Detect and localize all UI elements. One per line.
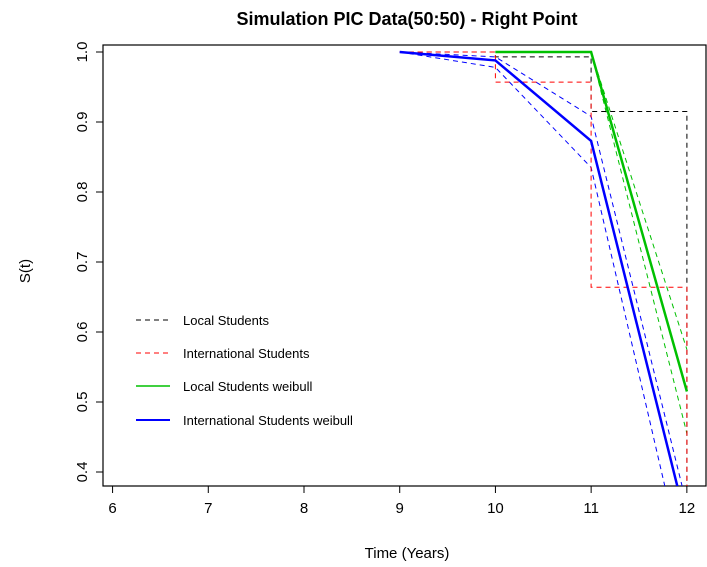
series-weibull-line [399, 50, 679, 486]
y-tick-label: 0.4 [74, 462, 91, 483]
legend-label: International Students weibull [183, 413, 353, 428]
x-tick-label: 8 [300, 500, 308, 517]
legend-label: Local Students [183, 313, 270, 328]
series-step-line [399, 51, 688, 486]
y-tick-label: 0.7 [74, 252, 91, 273]
plot-layer: 6 7 8 9 10 11 12 0.4 0.5 0.6 0.7 0.8 0.9 1.0 [74, 42, 707, 517]
y-tick-label: 0.5 [74, 392, 91, 413]
y-axis-label: S(t) [17, 259, 34, 283]
x-tick-label: 9 [396, 500, 404, 517]
x-axis-label: Time (Years) [365, 545, 450, 562]
plot-frame [102, 44, 707, 487]
x-tick-label: 10 [487, 500, 504, 517]
series-step-line [399, 51, 688, 486]
legend-label: International Students [183, 346, 310, 361]
y-tick-label: 1.0 [74, 42, 91, 63]
y-tick-label: 0.6 [74, 322, 91, 343]
x-tick-label: 6 [108, 500, 116, 517]
y-tick-label: 0.9 [74, 112, 91, 133]
x-tick-label: 7 [204, 500, 212, 517]
confidence-band-line [399, 51, 683, 486]
series-weibull-line [495, 50, 689, 392]
x-tick-label: 12 [679, 500, 696, 517]
legend-label: Local Students weibull [183, 379, 312, 394]
confidence-band-line [399, 51, 666, 486]
chart-title: Simulation PIC Data(50:50) - Right Point [236, 9, 577, 29]
x-tick-label: 11 [583, 500, 599, 517]
y-tick-label: 0.8 [74, 182, 91, 203]
legend: Local Students International Students Loca… [136, 313, 353, 428]
data-layer [399, 50, 689, 486]
